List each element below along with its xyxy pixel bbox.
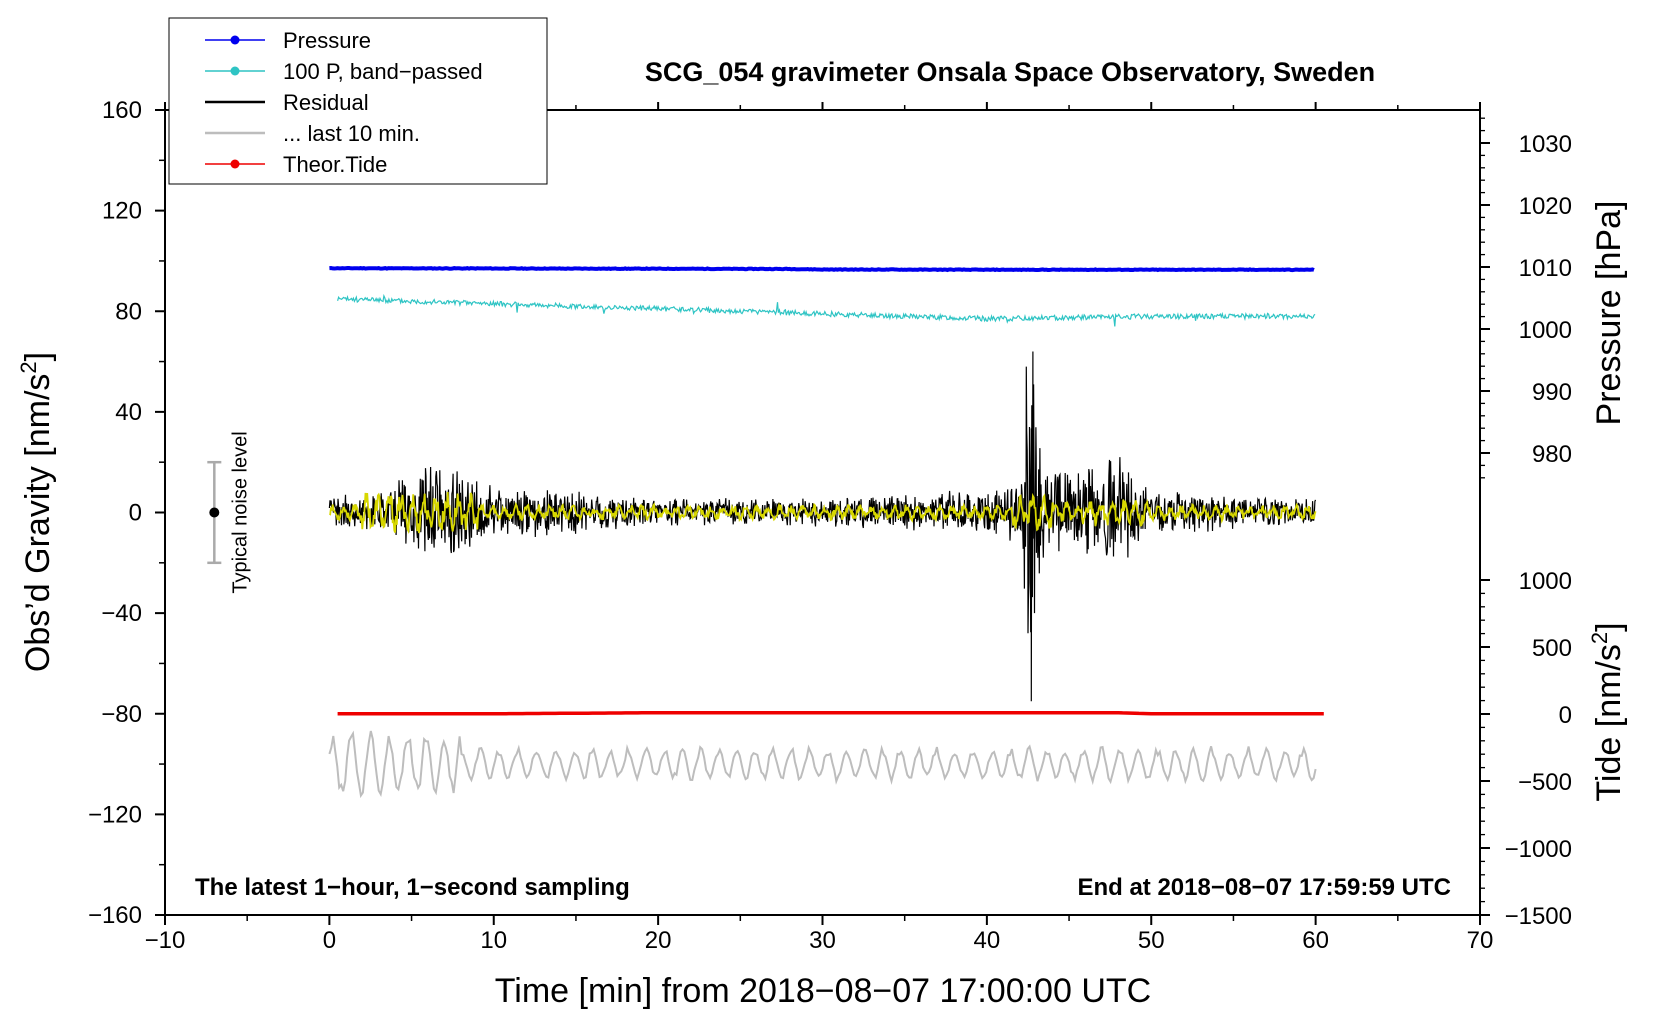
pressure-tick-label: 990 (1532, 379, 1572, 406)
theor-tide-line (337, 710, 1324, 716)
series-100p-band-passed (337, 293, 1316, 327)
residual-filtered-line (328, 492, 1317, 535)
y-tick-label: −40 (101, 600, 142, 627)
noise-bar-center (209, 507, 220, 518)
series-last-10-min (328, 730, 1317, 799)
pressure-tick-label: 1020 (1519, 193, 1572, 220)
annotation-sampling: The latest 1−hour, 1−second sampling (195, 874, 630, 901)
pressure-axis-title: Pressure [hPa] (1590, 201, 1628, 426)
y-axis-pressure: 980 990 1000 1010 1020 1030 (1480, 117, 1572, 479)
y-tick-label: −120 (88, 801, 142, 828)
y-tick-label: 0 (129, 500, 142, 527)
y-tick-label: 80 (115, 298, 142, 325)
x-tick-label: 0 (323, 927, 336, 954)
y-tick-label: 120 (102, 198, 142, 225)
legend-marker (230, 35, 240, 45)
legend: Pressure 100 P, band−passed Residual ... la… (168, 17, 548, 185)
legend-marker (230, 159, 240, 169)
x-tick-label: 60 (1302, 927, 1329, 954)
legend-label: Theor.Tide (283, 152, 387, 177)
y-tick-label: −160 (88, 902, 142, 929)
y-axis-gravity: −160 −120 −80 −40 0 40 80 120 160 (88, 97, 165, 929)
x-tick-label: 10 (480, 927, 507, 954)
legend-label: ... last 10 min. (283, 121, 420, 146)
y-tick-label: 40 (115, 399, 142, 426)
legend-label: Pressure (283, 28, 371, 53)
y-axis-tide: 1000 500 0 −500 −1000 −1500 (1480, 568, 1572, 930)
tide-tick-label: −1000 (1505, 836, 1572, 863)
tide-tick-label: −500 (1518, 769, 1572, 796)
legend-label: Residual (283, 90, 369, 115)
pressure-tick-label: 1010 (1519, 255, 1572, 282)
last-10-min-line (328, 730, 1317, 799)
tide-tick-label: 0 (1559, 702, 1572, 729)
y-tick-label: 160 (102, 97, 142, 124)
legend-marker (230, 66, 240, 76)
tide-tick-label: −1500 (1505, 903, 1572, 930)
pressure-tick-label: 1030 (1519, 131, 1572, 158)
annotation-end-time: End at 2018−08−07 17:59:59 UTC (1077, 874, 1451, 901)
legend-label: 100 P, band−passed (283, 59, 483, 84)
tide-axis-title: Tide [nm/s2] (1587, 622, 1628, 801)
100p-band-passed-line (337, 293, 1316, 327)
y-axis-title: Obs’d Gravity [nm/s2] (16, 352, 57, 672)
series-pressure (329, 265, 1315, 273)
pressure-line (329, 265, 1315, 273)
chart-title: SCG_054 gravimeter Onsala Space Observat… (645, 57, 1375, 87)
tide-tick-label: 500 (1532, 635, 1572, 662)
x-tick-label: −10 (145, 927, 186, 954)
noise-level-bar: Typical noise level (207, 431, 251, 594)
x-tick-label: 20 (645, 927, 672, 954)
pressure-tick-label: 1000 (1519, 317, 1572, 344)
x-tick-label: 70 (1467, 927, 1494, 954)
series-theor-tide (337, 710, 1324, 716)
x-axis-title: Time [min] from 2018−08−07 17:00:00 UTC (495, 972, 1151, 1010)
noise-bar-label: Typical noise level (229, 431, 251, 593)
series-residual-filtered (328, 492, 1317, 535)
x-tick-label: 40 (974, 927, 1001, 954)
x-tick-label: 30 (809, 927, 836, 954)
y-tick-label: −80 (101, 701, 142, 728)
x-tick-label: 50 (1138, 927, 1165, 954)
pressure-tick-label: 980 (1532, 441, 1572, 468)
tide-tick-label: 1000 (1519, 568, 1572, 595)
